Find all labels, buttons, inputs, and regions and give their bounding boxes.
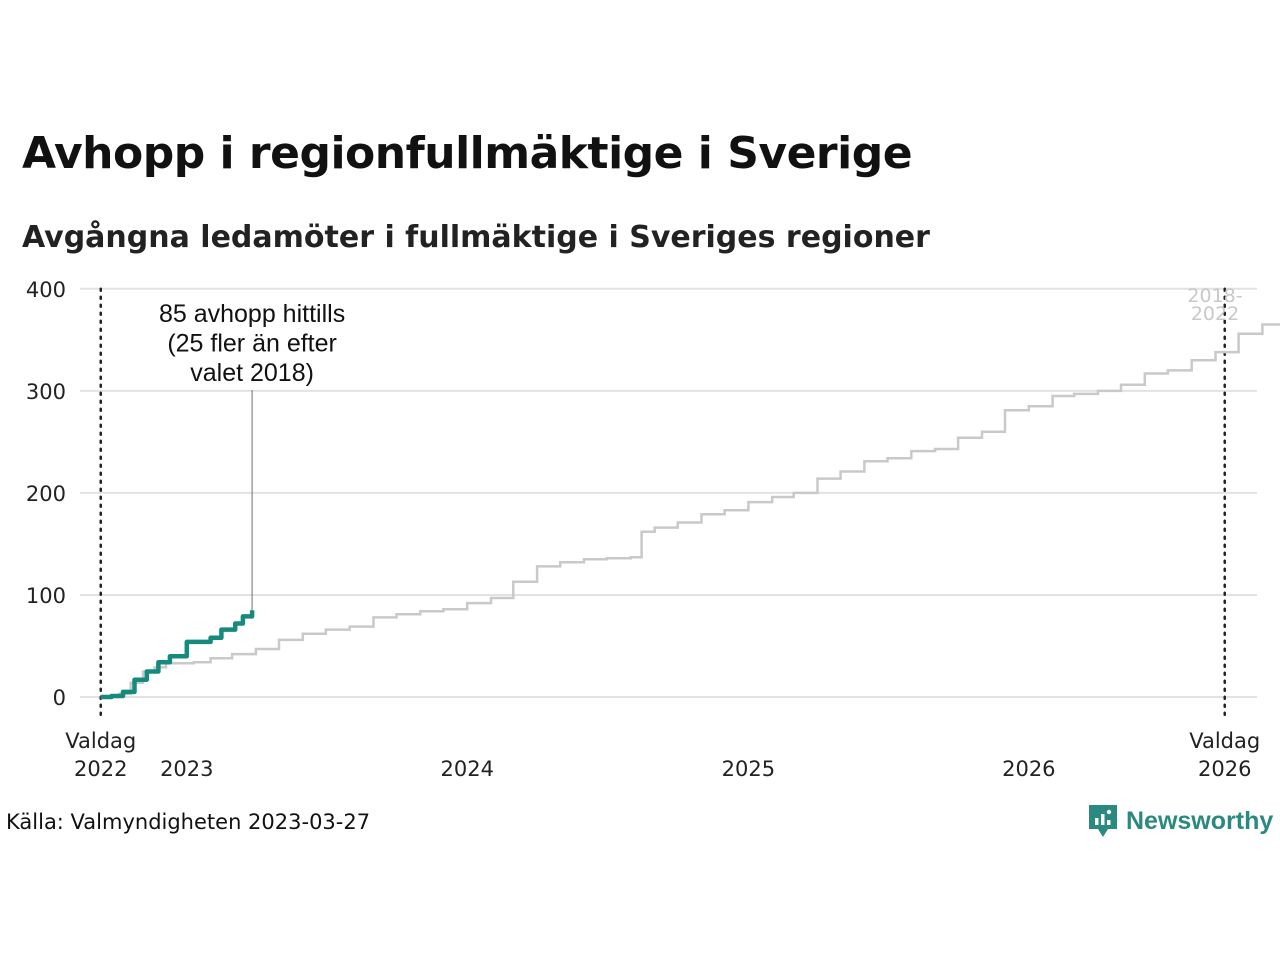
y-tick-label: 100	[26, 584, 66, 608]
election-day-year: 2022	[74, 757, 127, 781]
brand-logo: Newsworthy	[1088, 803, 1273, 839]
election-day-year: 2026	[1198, 757, 1251, 781]
y-tick-label: 400	[26, 278, 66, 302]
x-tick-label: 2024	[440, 757, 493, 781]
series-end-label: 2018-	[1187, 285, 1242, 307]
source-note: Källa: Valmyndigheten 2023-03-27	[6, 810, 371, 834]
chart-subtitle: Avgångna ledamöter i fullmäktige i Sveri…	[22, 220, 930, 255]
x-tick-label: 2026	[1002, 757, 1055, 781]
annotation-text: (25 fler än efter	[167, 330, 337, 358]
series-line-2022-2026	[100, 610, 255, 700]
election-day-label: Valdag	[65, 729, 136, 753]
election-day-label: Valdag	[1189, 729, 1260, 753]
annotation-text: valet 2018)	[190, 359, 314, 387]
chart-title: Avhopp i regionfullmäktige i Sverige	[22, 128, 913, 179]
series-end-label: 2022	[1191, 303, 1239, 325]
y-tick-label: 300	[26, 380, 66, 404]
brand-name: Newsworthy	[1126, 806, 1274, 835]
series-line-2018-2022	[100, 323, 1280, 699]
y-tick-label: 200	[26, 482, 66, 506]
x-tick-label: 2023	[160, 757, 213, 781]
annotation-text: 85 avhopp hittills	[159, 300, 345, 328]
y-tick-label: 0	[53, 686, 66, 710]
x-tick-label: 2025	[722, 757, 775, 781]
newsworthy-logo-icon	[1089, 805, 1117, 837]
